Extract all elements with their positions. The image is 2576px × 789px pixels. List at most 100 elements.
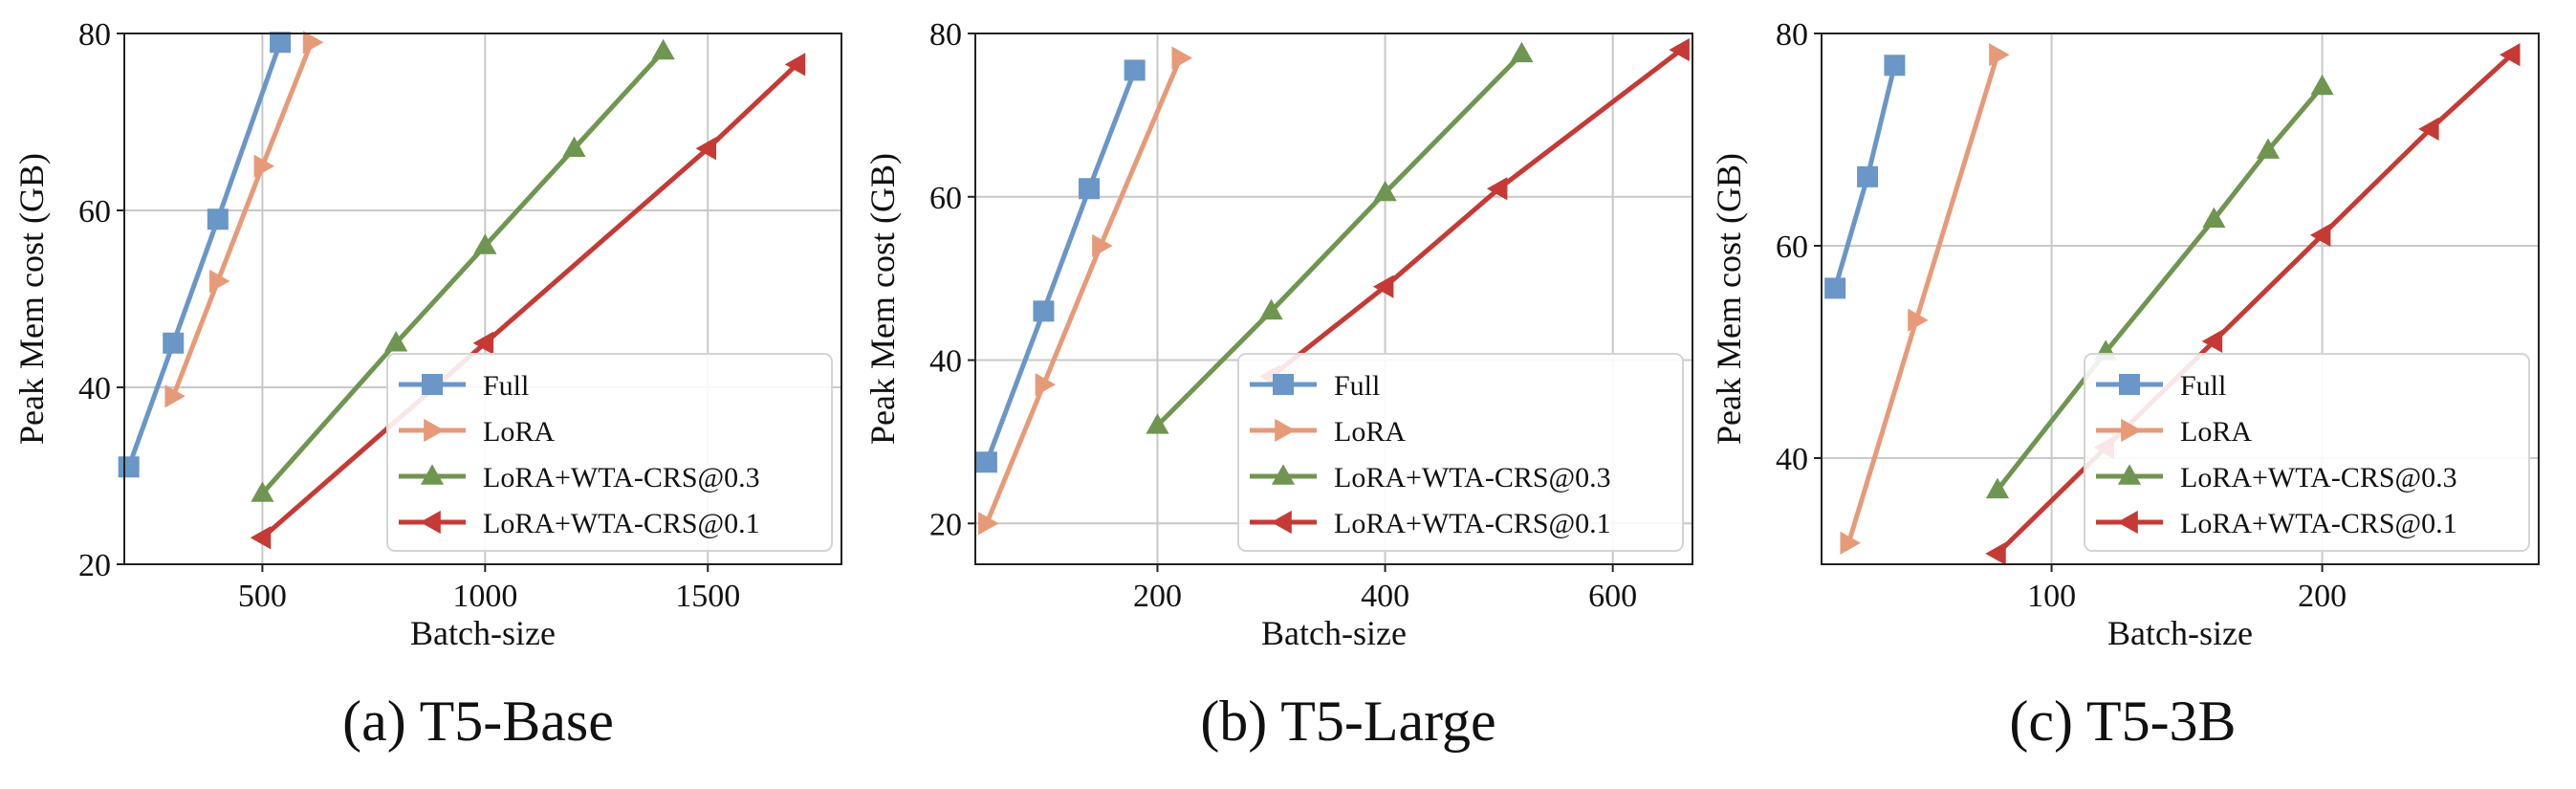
data-point [1092,233,1113,258]
data-point [1824,277,1846,299]
x-tick-label: 200 [2298,579,2347,614]
legend: Full LoRA LoRA+WTA-CRS@0.3 LoRA+WTA-CRS@0.1 [386,353,833,552]
y-tick-label: 60 [929,181,962,216]
data-point [2309,223,2331,247]
data-point [207,208,229,230]
plot-frame [974,33,1693,565]
data-point [1124,59,1146,81]
y-axis-label: Peak Mem cost (GB) [12,153,51,445]
y-axis-label: Peak Mem cost (GB) [863,153,902,445]
legend-label: Full [1334,370,1380,402]
data-point [1989,43,2010,67]
data-point [2500,43,2521,67]
legend-label: LoRA [2180,416,2252,448]
data-point [1908,308,1929,332]
data-point [472,331,494,355]
series-full [975,59,1146,473]
series-lora-wta-crs-0-1 [250,53,806,550]
series-lora-wta-crs-0-3 [251,38,675,502]
legend-marker [2121,418,2142,443]
legend-label: LoRA+WTA-CRS@0.1 [1334,508,1611,539]
y-tick-label: 40 [1776,442,1808,477]
data-point [651,38,675,60]
series-line [126,41,283,469]
data-point [163,332,185,354]
series-line [170,41,314,398]
series-line [1845,54,2000,544]
plot-frame [1821,33,2540,565]
legend: Full LoRA LoRA+WTA-CRS@0.3 LoRA+WTA-CRS@0.1 [2084,353,2530,552]
chart-panel-2: 200 400 600 20 40 60 80 Batch-size Peak Mem cost… [863,17,1693,652]
data-point [1373,180,1397,202]
caption-panel-c: (c) T5-3B [2009,690,2237,753]
caption-panel-a: (a) T5-Base [342,690,614,753]
series-line [984,69,1138,464]
legend-label: LoRA+WTA-CRS@0.3 [1334,462,1611,493]
series-full [1824,55,1906,299]
x-tick-label: 600 [1588,579,1637,614]
data-point [2418,117,2439,141]
data-point [250,526,272,550]
series-line [260,62,799,540]
data-point [1884,55,1906,77]
plot-frame [123,33,842,565]
data-point [562,136,586,158]
legend: Full LoRA LoRA+WTA-CRS@0.3 LoRA+WTA-CRS@0.1 [1237,353,1684,552]
series-line [984,56,1183,525]
series-line [1269,48,1683,379]
legend-label: LoRA+WTA-CRS@0.3 [483,462,760,493]
data-point [1372,274,1394,298]
data-point [2202,207,2226,229]
data-point [2201,329,2223,353]
x-tick-label: 400 [1361,579,1409,614]
data-point [1079,178,1101,200]
legend-box [386,353,833,552]
series-line [1155,52,1524,427]
data-point [1669,37,1690,62]
data-point [118,456,140,478]
x-tick-label: 200 [1133,579,1182,614]
data-point [1146,413,1169,434]
y-tick-label: 80 [78,17,111,53]
y-tick-label: 40 [929,344,962,380]
data-point [209,269,230,294]
legend-marker [1271,464,1296,485]
y-axis-label: Peak Mem cost (GB) [1710,153,1748,445]
legend-marker [420,510,441,535]
caption-panel-b: (b) T5-Large [1200,690,1496,753]
data-point [384,331,408,352]
data-point [1985,477,2010,499]
data-point [1510,41,1534,63]
legend-box [1237,353,1684,552]
series-lora [1840,43,2010,555]
chart-panel-3: 100 200 40 60 80 Batch-size Peak Mem cost (GB)… [1710,17,2540,652]
legend-marker [2117,464,2142,485]
legend-marker [2119,374,2140,395]
legend-label: LoRA+WTA-CRS@0.1 [2180,508,2457,539]
data-point [270,32,292,54]
data-point [251,481,274,502]
legend-box [2084,353,2530,552]
chart-panel-1: 500 1000 1500 20 40 60 80 Batch-size Peak Mem co… [12,17,842,652]
legend-marker [1275,418,1296,443]
data-point [473,233,497,254]
series-lora [978,46,1192,536]
data-point [302,31,324,55]
x-tick-label: 1500 [675,579,740,614]
x-tick-label: 500 [238,579,287,614]
data-point [2310,74,2334,96]
x-tick-label: 1000 [452,579,517,614]
data-point [975,451,997,473]
data-point [1035,373,1057,397]
data-point [784,53,806,77]
legend-label: LoRA+WTA-CRS@0.1 [483,508,760,539]
data-point [253,154,275,178]
data-point [2256,138,2281,159]
legend-label: LoRA [483,416,555,448]
legend-marker [1273,374,1294,395]
y-tick-label: 40 [78,371,111,406]
data-point [1171,46,1192,70]
series-lora [164,31,324,408]
data-point [1857,165,1879,187]
